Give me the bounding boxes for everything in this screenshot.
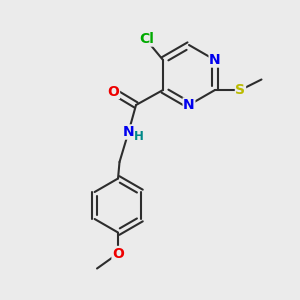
Text: N: N: [183, 98, 195, 112]
Text: N: N: [209, 53, 221, 67]
Text: H: H: [134, 130, 144, 143]
Text: O: O: [108, 85, 119, 98]
Text: S: S: [236, 83, 245, 97]
Text: O: O: [112, 247, 124, 260]
Text: Cl: Cl: [139, 32, 154, 46]
Text: N: N: [123, 125, 134, 139]
